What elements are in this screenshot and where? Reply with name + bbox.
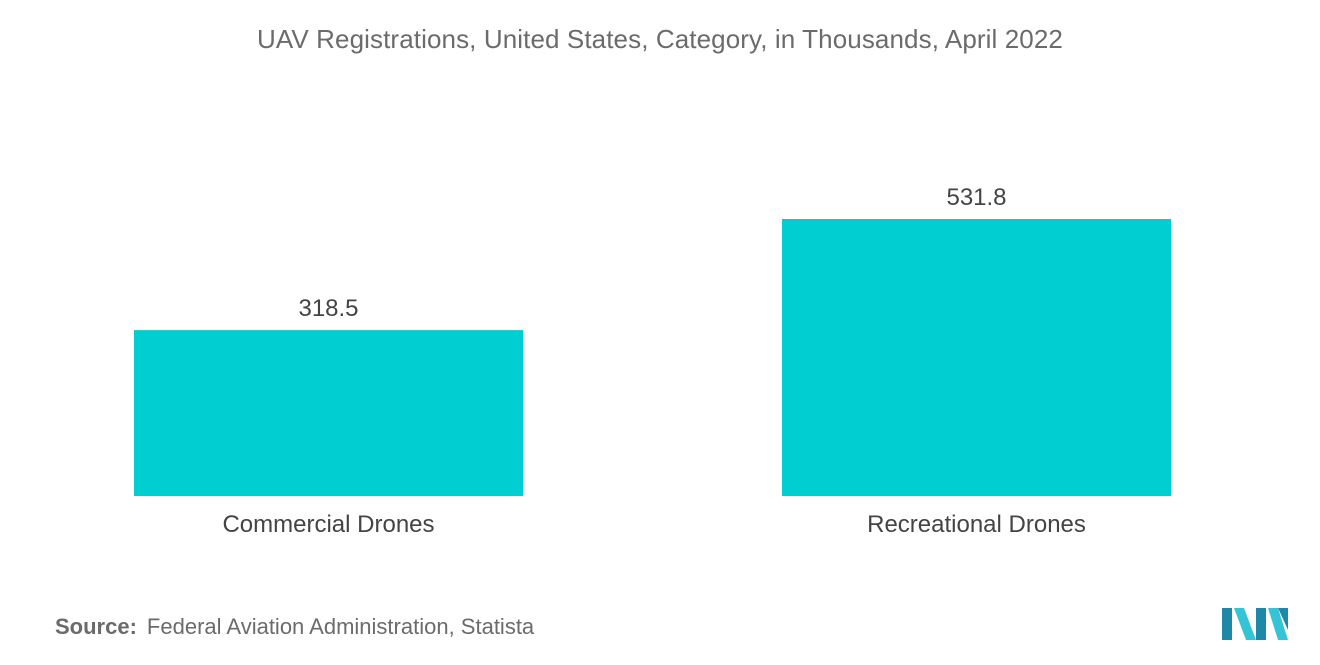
mordor-intelligence-logo-icon	[1222, 608, 1288, 640]
bars-layer: 318.5 Commercial Drones 531.8 Recreational …	[134, 184, 1171, 538]
source-label: Source:	[55, 614, 137, 639]
value-label: 531.8	[946, 184, 1006, 211]
bar-recreational-drones	[782, 219, 1171, 496]
category-label: Commercial Drones	[222, 511, 434, 538]
source-note: Source: Federal Aviation Administration, …	[55, 614, 534, 640]
value-label: 318.5	[298, 295, 358, 322]
category-label: Recreational Drones	[867, 511, 1086, 538]
bar-commercial-drones	[134, 330, 523, 496]
source-text: Federal Aviation Administration, Statist…	[146, 614, 535, 639]
chart-title: UAV Registrations, United States, Catego…	[256, 24, 1063, 54]
